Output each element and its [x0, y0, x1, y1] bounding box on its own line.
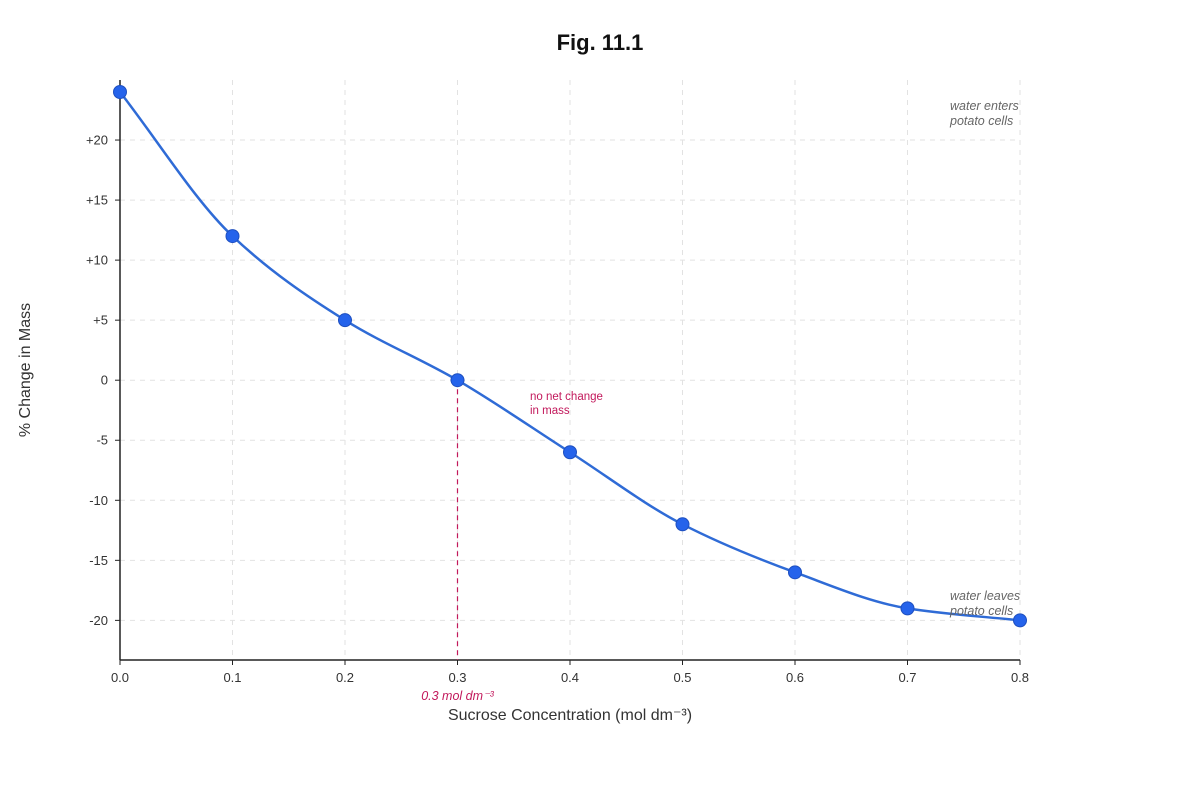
y-tick-label: +5	[93, 313, 108, 328]
y-tick-label: +15	[86, 193, 108, 208]
y-tick-label: -15	[89, 553, 108, 568]
x-tick-label: 0.5	[673, 670, 691, 685]
annotation-no-net-change: no net change	[530, 391, 603, 403]
annotation-no-net-change: in mass	[530, 405, 570, 417]
data-point	[675, 517, 690, 532]
data-point	[225, 229, 240, 244]
x-tick-label: 0.4	[561, 670, 579, 685]
data-point	[788, 565, 802, 580]
x-tick-label: 0.8	[1011, 670, 1029, 685]
chart-title: Fig. 11.1	[557, 30, 644, 55]
data-point	[1013, 613, 1027, 628]
data-point	[450, 373, 465, 388]
labels-layer: 0.0 0.1 0.2 0.3 0.4 0.5 0.6 0.7 0.8 +20 +15 +10 +5 0 -…	[86, 99, 1029, 703]
y-tick-label: -5	[96, 433, 108, 448]
data-point	[338, 313, 352, 328]
x-tick-label: 0.6	[786, 670, 804, 685]
y-tick-label: -10	[89, 493, 108, 508]
annotation-water-enters: potato cells	[949, 114, 1013, 128]
y-tick-label: +20	[86, 133, 108, 148]
x-tick-label: 0.0	[111, 670, 129, 685]
annotation-water-leaves: potato cells	[949, 604, 1013, 618]
x-axis-label: Sucrose Concentration (mol dm⁻³)	[448, 707, 692, 724]
y-tick-label: -20	[89, 613, 108, 628]
grid-layer	[120, 80, 1021, 660]
x-tick-label: 0.3	[448, 670, 466, 685]
x-tick-label: 0.1	[223, 670, 241, 685]
x-tick-label: 0.2	[336, 670, 354, 685]
equilibrium-concentration-label: 0.3 mol dm⁻³	[421, 689, 494, 703]
data-point	[900, 601, 915, 616]
x-tick-label: 0.7	[898, 670, 916, 685]
series-layer	[113, 85, 1027, 628]
data-point	[563, 445, 577, 460]
data-point	[113, 85, 127, 100]
y-tick-label: +10	[86, 253, 108, 268]
y-axis-label: % Change in Mass	[17, 303, 34, 437]
annotation-water-leaves: water leaves	[950, 589, 1020, 603]
annotation-water-enters: water enters	[950, 99, 1019, 113]
y-tick-label: 0	[101, 373, 108, 388]
series-line	[119, 91, 1021, 622]
axes-layer	[115, 80, 1021, 665]
